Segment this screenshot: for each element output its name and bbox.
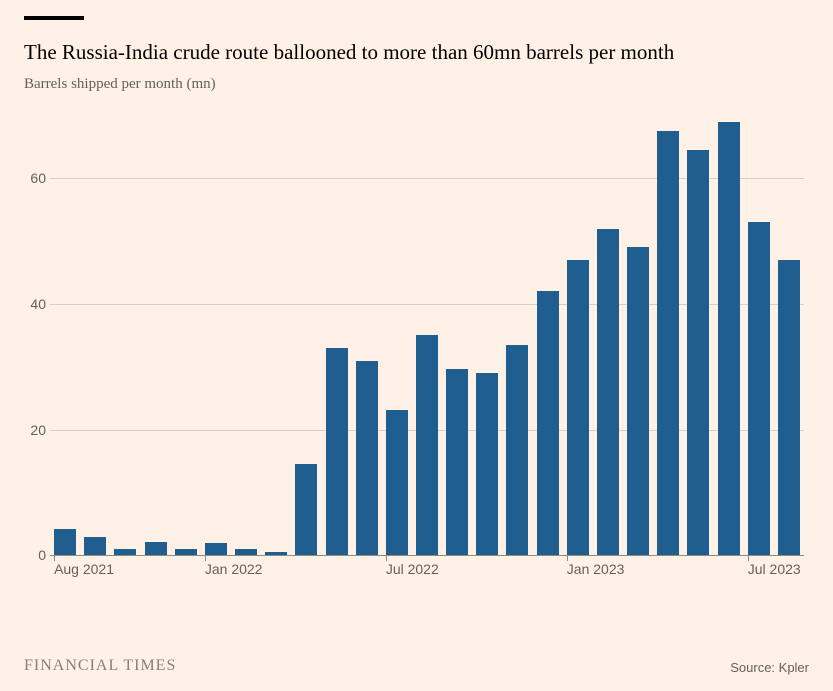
- bar: [295, 464, 317, 555]
- bar: [114, 549, 136, 555]
- bar: [627, 247, 649, 555]
- bar: [537, 291, 559, 555]
- y-tick-label: 40: [24, 296, 46, 312]
- x-tick-label: Jan 2023: [567, 561, 625, 577]
- bar: [416, 335, 438, 555]
- bar: [265, 552, 287, 555]
- bar: [718, 122, 740, 556]
- baseline: [50, 555, 804, 556]
- bar: [567, 260, 589, 555]
- bar: [597, 229, 619, 556]
- plot-region: [50, 115, 804, 555]
- bar: [205, 543, 227, 556]
- bar: [326, 348, 348, 555]
- bar: [386, 410, 408, 556]
- bar: [506, 345, 528, 556]
- x-tick-label: Aug 2021: [54, 561, 114, 577]
- bar: [175, 549, 197, 555]
- chart-footer: FINANCIAL TIMES Source: Kpler: [24, 657, 809, 675]
- bar: [145, 542, 167, 556]
- chart-subtitle: Barrels shipped per month (mn): [24, 76, 809, 93]
- x-tick-label: Jul 2022: [386, 561, 439, 577]
- y-tick-label: 60: [24, 170, 46, 186]
- bar: [84, 537, 106, 556]
- bar: [657, 131, 679, 555]
- chart-area: 0 20 40 60 Aug 2021 Jan 2022 Jul 2022 Jan 2023…: [24, 115, 808, 585]
- x-tick-label: Jul 2023: [748, 561, 801, 577]
- bar: [687, 150, 709, 555]
- source-label: Source: Kpler: [730, 660, 809, 675]
- x-tick-label: Jan 2022: [205, 561, 263, 577]
- bar: [446, 369, 468, 555]
- bar: [476, 373, 498, 555]
- y-tick-label: 20: [24, 422, 46, 438]
- top-rule: [24, 16, 84, 20]
- bar: [235, 549, 257, 555]
- brand-label: FINANCIAL TIMES: [24, 657, 176, 675]
- bar: [748, 222, 770, 555]
- bar: [356, 361, 378, 556]
- bars-container: [50, 115, 804, 555]
- bar: [54, 529, 76, 555]
- chart-title: The Russia-India crude route ballooned t…: [24, 38, 804, 66]
- y-tick-label: 0: [24, 547, 46, 563]
- bar: [778, 260, 800, 555]
